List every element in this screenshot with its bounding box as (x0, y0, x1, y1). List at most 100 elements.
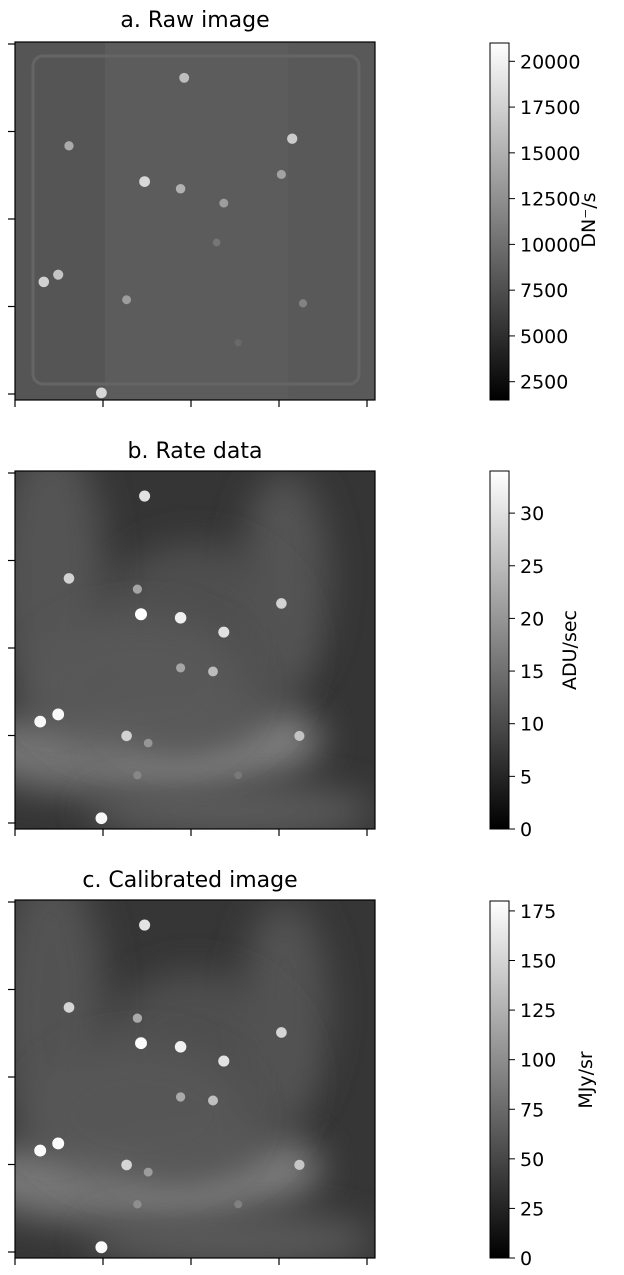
star-point (96, 387, 107, 399)
colorbar-tick-label: 25 (520, 1198, 544, 1220)
star-point (234, 339, 242, 347)
star-point (212, 238, 221, 247)
star-point (38, 276, 50, 288)
panel-c-axis-ticks (8, 901, 368, 1265)
colorbar-tick-label: 0 (520, 819, 532, 841)
star-point (121, 730, 132, 742)
panel-a-colorbar: 2500 5000 7500 10000 12500 15000 17500 20000 (489, 42, 580, 401)
colorbar-tick-label: 10000 (520, 234, 580, 256)
star-point (53, 269, 64, 280)
colorbar-tick-label: 10 (520, 714, 544, 736)
colorbar-gradient (489, 470, 510, 830)
star-point (132, 1013, 143, 1023)
star-point (234, 771, 243, 780)
star-point (174, 1041, 187, 1053)
colorbar-tick-label: 0 (520, 1248, 532, 1270)
star-point (179, 72, 190, 83)
star-point (175, 1092, 186, 1102)
panel-c: c. Calibrated image 0255075100125150175 … (8, 868, 597, 1270)
colorbar-tick-label: 5 (520, 766, 532, 788)
star-point (122, 295, 132, 305)
star-point (63, 1002, 75, 1013)
panel-b-image (15, 471, 375, 829)
star-point (52, 708, 65, 721)
star-point (176, 663, 186, 673)
star-point (294, 730, 305, 741)
star-point (298, 299, 308, 308)
star-point (234, 1200, 243, 1209)
detector-band-right (288, 42, 375, 400)
star-point (174, 612, 187, 624)
detector-band-left (15, 42, 105, 400)
star-point (95, 1241, 108, 1254)
panel-b-colorbar-label: ADU/sec (559, 610, 581, 690)
panel-c-colorbar: 0 25 50 75 100 125 150 175 (489, 900, 556, 1270)
colorbar-tick-label: 20000 (520, 51, 580, 73)
colorbar-gradient (489, 42, 510, 401)
star-point (135, 608, 147, 621)
panel-b: b. Rate data 0 5 10 15 20 25 30 ADU/sec (8, 439, 581, 841)
nebula-region (87, 1211, 375, 1258)
star-point (218, 1055, 230, 1067)
colorbar-tick-label: 125 (520, 1000, 556, 1022)
colorbar-tick-label: 2500 (520, 372, 568, 394)
star-point (135, 1037, 147, 1050)
colorbar-tick-label: 15 (520, 661, 544, 683)
panel-a-image (15, 42, 375, 400)
colorbar-tick-label: 50 (520, 1149, 544, 1171)
nebula-region (33, 614, 249, 758)
panel-c-frame (14, 899, 376, 1259)
star-point (143, 738, 153, 748)
star-point (139, 490, 151, 502)
panel-a-frame (14, 41, 376, 401)
colorbar-tick-label: 175 (520, 901, 556, 923)
star-point (132, 584, 142, 594)
colorbar-tick-label: 100 (520, 1050, 556, 1072)
panel-a-axis-ticks (8, 43, 368, 407)
colorbar-tick-label: 20 (520, 608, 544, 630)
colorbar-tick-label: 12500 (520, 189, 580, 211)
colorbar-tick-label: 17500 (520, 97, 580, 119)
detector-edge (31, 54, 361, 386)
star-point (218, 626, 230, 638)
panel-a-title: a. Raw image (120, 8, 269, 33)
star-point (34, 715, 47, 728)
star-point (143, 1167, 153, 1177)
star-point (34, 1144, 47, 1157)
star-point (175, 184, 186, 194)
star-point (287, 133, 298, 144)
panel-b-frame (14, 470, 376, 830)
nebula-region (33, 1043, 249, 1187)
star-point (276, 169, 286, 180)
panel-c-title: c. Calibrated image (82, 868, 297, 893)
star-point (133, 771, 142, 780)
star-point (219, 198, 229, 208)
panel-a-colorbar-label: DN⁻/s (578, 192, 600, 247)
panel-c-image (15, 900, 375, 1258)
panel-a: a. Raw image 2500 5000 7500 10000 12500 15000… (8, 8, 600, 407)
star-point (139, 176, 150, 188)
panel-b-title: b. Rate data (128, 439, 263, 464)
colorbar-tick-label: 30 (520, 503, 544, 525)
star-point (276, 598, 287, 609)
star-point (64, 141, 74, 151)
star-point (139, 919, 151, 931)
colorbar-gradient (489, 900, 510, 1259)
colorbar-tick-label: 75 (520, 1099, 544, 1121)
star-point (133, 1200, 142, 1209)
star-point (276, 1027, 287, 1038)
star-point (208, 1095, 218, 1106)
panel-c-colorbar-label: MJy/sr (575, 1051, 597, 1109)
star-point (63, 573, 75, 584)
colorbar-tick-label: 5000 (520, 326, 568, 348)
nebula-region (87, 782, 375, 829)
star-point (294, 1159, 305, 1171)
panel-b-axis-ticks (8, 472, 368, 836)
star-point (121, 1159, 132, 1171)
star-point (52, 1137, 65, 1150)
colorbar-tick-label: 150 (520, 951, 556, 973)
colorbar-tick-label: 7500 (520, 280, 568, 302)
colorbar-tick-label: 15000 (520, 143, 580, 165)
star-point (95, 812, 108, 825)
